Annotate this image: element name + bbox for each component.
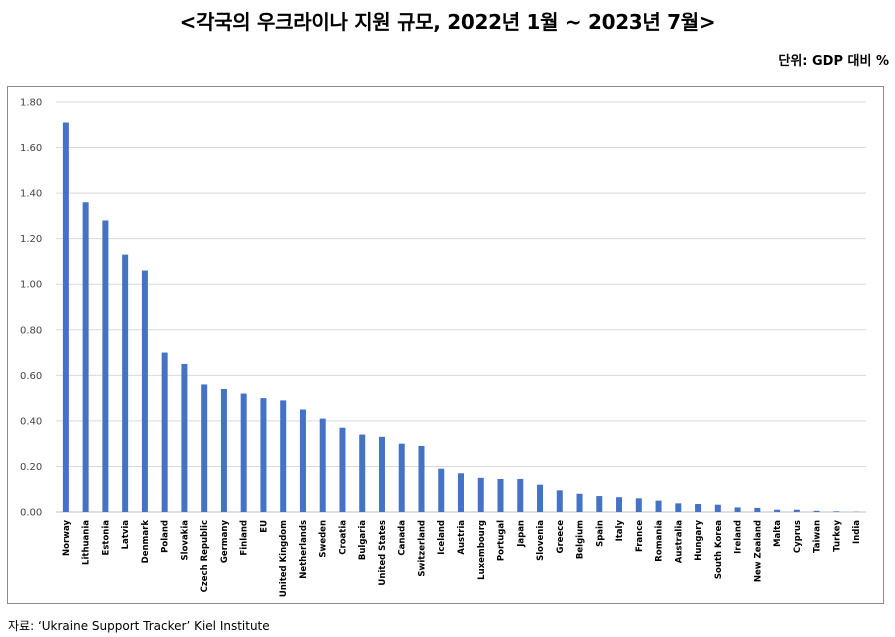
y-tick-label: 1.20 [20, 234, 42, 245]
bar-canada [398, 443, 405, 512]
bar-estonia [102, 220, 109, 512]
x-tick-label: Turkey [832, 520, 842, 552]
bar-belgium [576, 493, 583, 512]
bar-latvia [122, 254, 129, 512]
x-tick-label: Norway [62, 520, 72, 556]
bar-spain [596, 496, 603, 512]
y-tick-label: 0.20 [20, 462, 42, 473]
x-tick-label: Sweden [319, 520, 329, 558]
bar-greece [556, 490, 563, 512]
x-tick-label: Taiwan [813, 520, 823, 553]
bar-eu [260, 398, 267, 512]
bar-finland [240, 393, 247, 512]
x-tick-label: Belgium [576, 520, 586, 559]
bar-croatia [339, 427, 346, 512]
bar-france [635, 498, 642, 512]
x-tick-label: Japan [516, 520, 526, 548]
bar-hungary [695, 504, 702, 512]
y-tick-label: 1.00 [20, 280, 42, 291]
bar-turkey [833, 511, 840, 512]
x-tick-label: United Kingdom [279, 520, 289, 597]
bar-bulgaria [359, 434, 366, 512]
x-tick-label: Luxembourg [477, 520, 487, 580]
bar-chart: 0.00 0.20 0.40 0.60 0.80 1.00 1.20 1.40 1.60 1.80… [20, 98, 866, 597]
source-note: 자료: ‘Ukraine Support Tracker’ Kiel Insti… [8, 619, 270, 633]
y-tick-label: 0.00 [20, 508, 42, 519]
chart-title: <각국의 우크라이나 지원 규모, 2022년 1월 ~ 2023년 7월> [179, 10, 716, 34]
bar-united-kingdom [280, 400, 287, 512]
x-tick-label: Italy [615, 520, 625, 542]
x-tick-label: New Zealand [753, 520, 763, 582]
bar-sweden [319, 418, 326, 512]
x-tick-label: Malta [773, 520, 783, 547]
bar-japan [517, 478, 524, 512]
bar-australia [675, 503, 682, 512]
x-tick-label: Finland [240, 520, 250, 556]
x-tick-label: South Korea [714, 520, 724, 579]
x-tick-label: Latvia [121, 520, 131, 550]
x-tick-label: Slovakia [180, 520, 190, 561]
bar-new-zealand [754, 507, 761, 512]
x-tick-label: Lithuania [82, 520, 92, 565]
x-tick-label: Estonia [101, 520, 111, 556]
x-tick-label: EU [259, 520, 269, 533]
y-tick-label: 0.60 [20, 371, 42, 382]
x-tick-label: Austria [457, 520, 467, 555]
x-tick-label: Poland [161, 520, 171, 553]
x-tick-label: Ireland [734, 520, 744, 554]
chart-frame: 0.00 0.20 0.40 0.60 0.80 1.00 1.20 1.40 1.60 1.80… [7, 86, 884, 604]
bar-luxembourg [477, 477, 484, 512]
unit-label: 단위: GDP 대비 % [778, 54, 889, 69]
x-tick-label: Australia [674, 520, 684, 564]
bar-south-korea [714, 504, 721, 512]
x-tick-label: Germany [220, 520, 230, 564]
bar-slovakia [181, 363, 188, 512]
bar-taiwan [813, 510, 820, 512]
y-tick-label: 0.40 [20, 416, 42, 427]
x-tick-label: Hungary [694, 520, 704, 561]
x-tick-label: Spain [595, 520, 605, 547]
x-tick-label: Slovenia [536, 520, 546, 561]
x-tick-label: France [635, 520, 645, 552]
bar-switzerland [418, 445, 425, 512]
bar-norway [62, 122, 69, 512]
bar-lithuania [82, 202, 89, 512]
x-tick-label: Iceland [437, 520, 447, 555]
y-tick-label: 1.40 [20, 189, 42, 200]
bar-slovenia [537, 484, 544, 512]
bar-germany [220, 389, 227, 512]
x-tick-label: India [852, 520, 862, 544]
x-tick-label: United States [378, 520, 388, 586]
bar-czech-republic [201, 384, 208, 512]
x-tick-label: Denmark [141, 520, 151, 564]
bar-italy [616, 497, 623, 512]
y-tick-label: 0.80 [20, 325, 42, 336]
bar-united-states [378, 436, 385, 512]
bar-ireland [734, 507, 741, 512]
bar-iceland [438, 468, 445, 512]
bar-malta [774, 509, 781, 512]
y-tick-label: 1.80 [20, 98, 42, 109]
bar-romania [655, 500, 662, 512]
bar-portugal [497, 478, 504, 512]
x-tick-label: Portugal [497, 520, 507, 561]
bar-netherlands [299, 409, 306, 512]
x-tick-label: Czech Republic [200, 520, 210, 592]
x-tick-label: Romania [655, 520, 665, 562]
bar-denmark [141, 270, 148, 512]
x-tick-label: Bulgaria [358, 520, 368, 560]
bar-cyprus [793, 509, 800, 512]
y-tick-label: 1.60 [20, 143, 42, 154]
x-tick-label: Cyprus [793, 520, 803, 553]
bar-poland [161, 352, 168, 512]
bar-austria [458, 473, 464, 512]
x-tick-label: Netherlands [299, 520, 309, 579]
x-tick-label: Croatia [338, 520, 348, 555]
x-tick-label: Canada [398, 520, 408, 556]
x-tick-label: Greece [556, 520, 566, 554]
x-tick-label: Switzerland [417, 520, 427, 577]
